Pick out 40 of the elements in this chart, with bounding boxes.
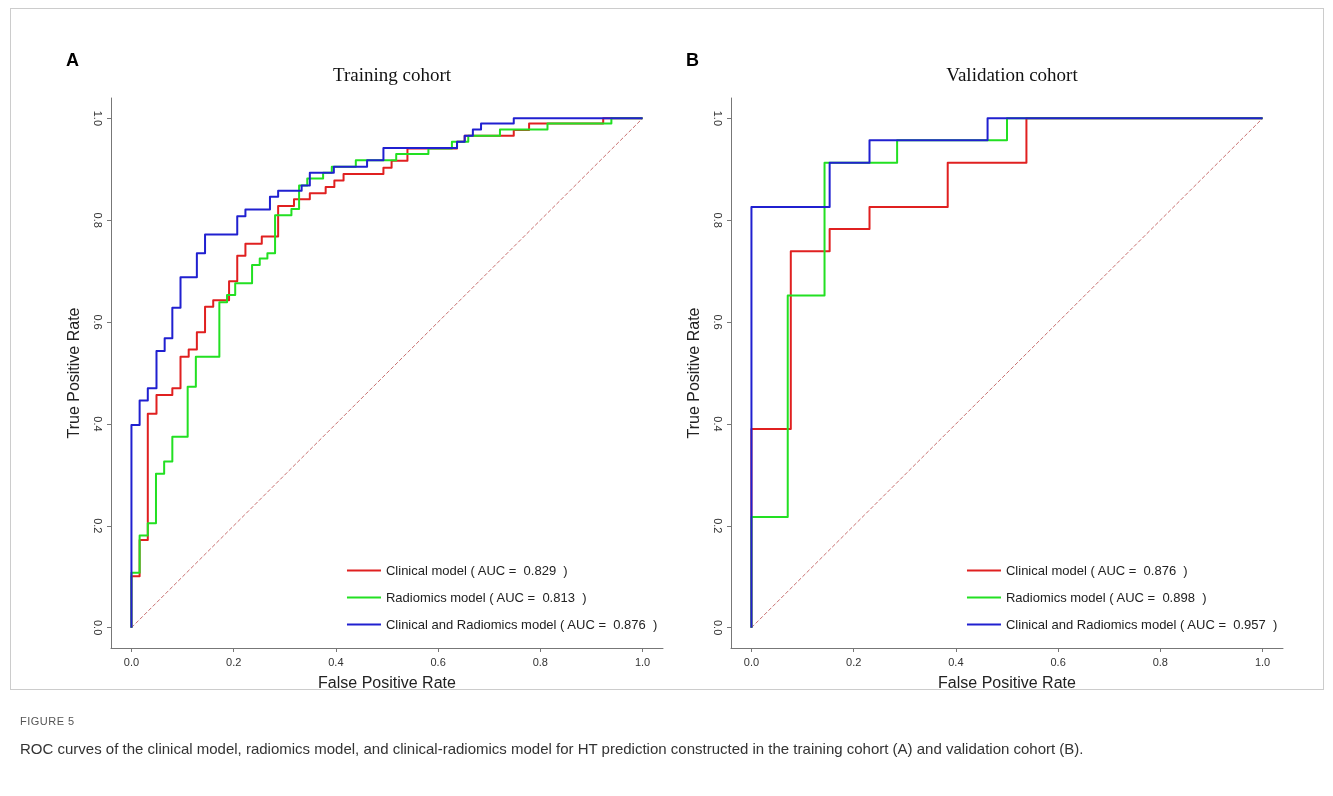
legend-label: Clinical and Radiomics model ( AUC = 0.957 ) [1005,617,1278,632]
y-tick-label: 0.2 [91,518,104,534]
y-axis-title: True Positive Rate [64,307,82,439]
y-tick-label: 0.4 [91,416,104,432]
x-tick-label: 0.2 [846,655,862,668]
x-tick-label: 0.4 [948,655,964,668]
y-axis-title: True Positive Rate [684,307,702,439]
y-tick-label: 1.0 [91,110,104,127]
x-tick-label: 0.4 [328,655,344,668]
x-tick-label: 0.0 [743,655,760,668]
y-tick-label: 0.8 [91,212,104,228]
x-axis-title: False Positive Rate [318,673,457,691]
text: ROC curves of the clinical model, radiomics model, and clinical-radiomics model for HT prediction constructed in the training cohort (A) and validation cohort (B). [20,739,1085,759]
y-tick-label: 1.0 [711,110,724,127]
x-tick-label: 1.0 [634,655,651,668]
x-axis-title: False Positive Rate [938,673,1077,691]
x-tick-label: 0.8 [532,655,548,668]
legend-label: Radiomics model ( AUC = 0.898 ) [1005,590,1207,605]
x-tick-label: 1.0 [1254,655,1271,668]
y-tick-label: 0.0 [91,619,104,636]
text: A [66,50,79,71]
x-tick-label: 0.6 [1050,655,1066,668]
legend-label: Clinical model ( AUC = 0.829 ) [385,563,568,578]
y-tick-label: 0.2 [711,518,724,534]
text: B [686,50,699,71]
y-tick-label: 0.4 [711,416,724,432]
y-tick-label: 0.0 [711,619,724,636]
x-tick-label: 0.2 [226,655,242,668]
x-tick-label: 0.8 [1152,655,1168,668]
x-tick-label: 0.6 [430,655,446,668]
y-tick-label: 0.6 [711,314,724,330]
legend-label: Clinical and Radiomics model ( AUC = 0.876 ) [385,617,658,632]
y-tick-label: 0.8 [711,212,724,228]
x-tick-label: 0.0 [123,655,140,668]
legend-label: Clinical model ( AUC = 0.876 ) [1005,563,1188,578]
chart-title: Validation cohort [946,64,1079,85]
chart-title: Training cohort [332,64,452,85]
legend-label: Radiomics model ( AUC = 0.813 ) [385,590,587,605]
y-tick-label: 0.6 [91,314,104,330]
caption: FIGURE 5 [20,714,76,729]
